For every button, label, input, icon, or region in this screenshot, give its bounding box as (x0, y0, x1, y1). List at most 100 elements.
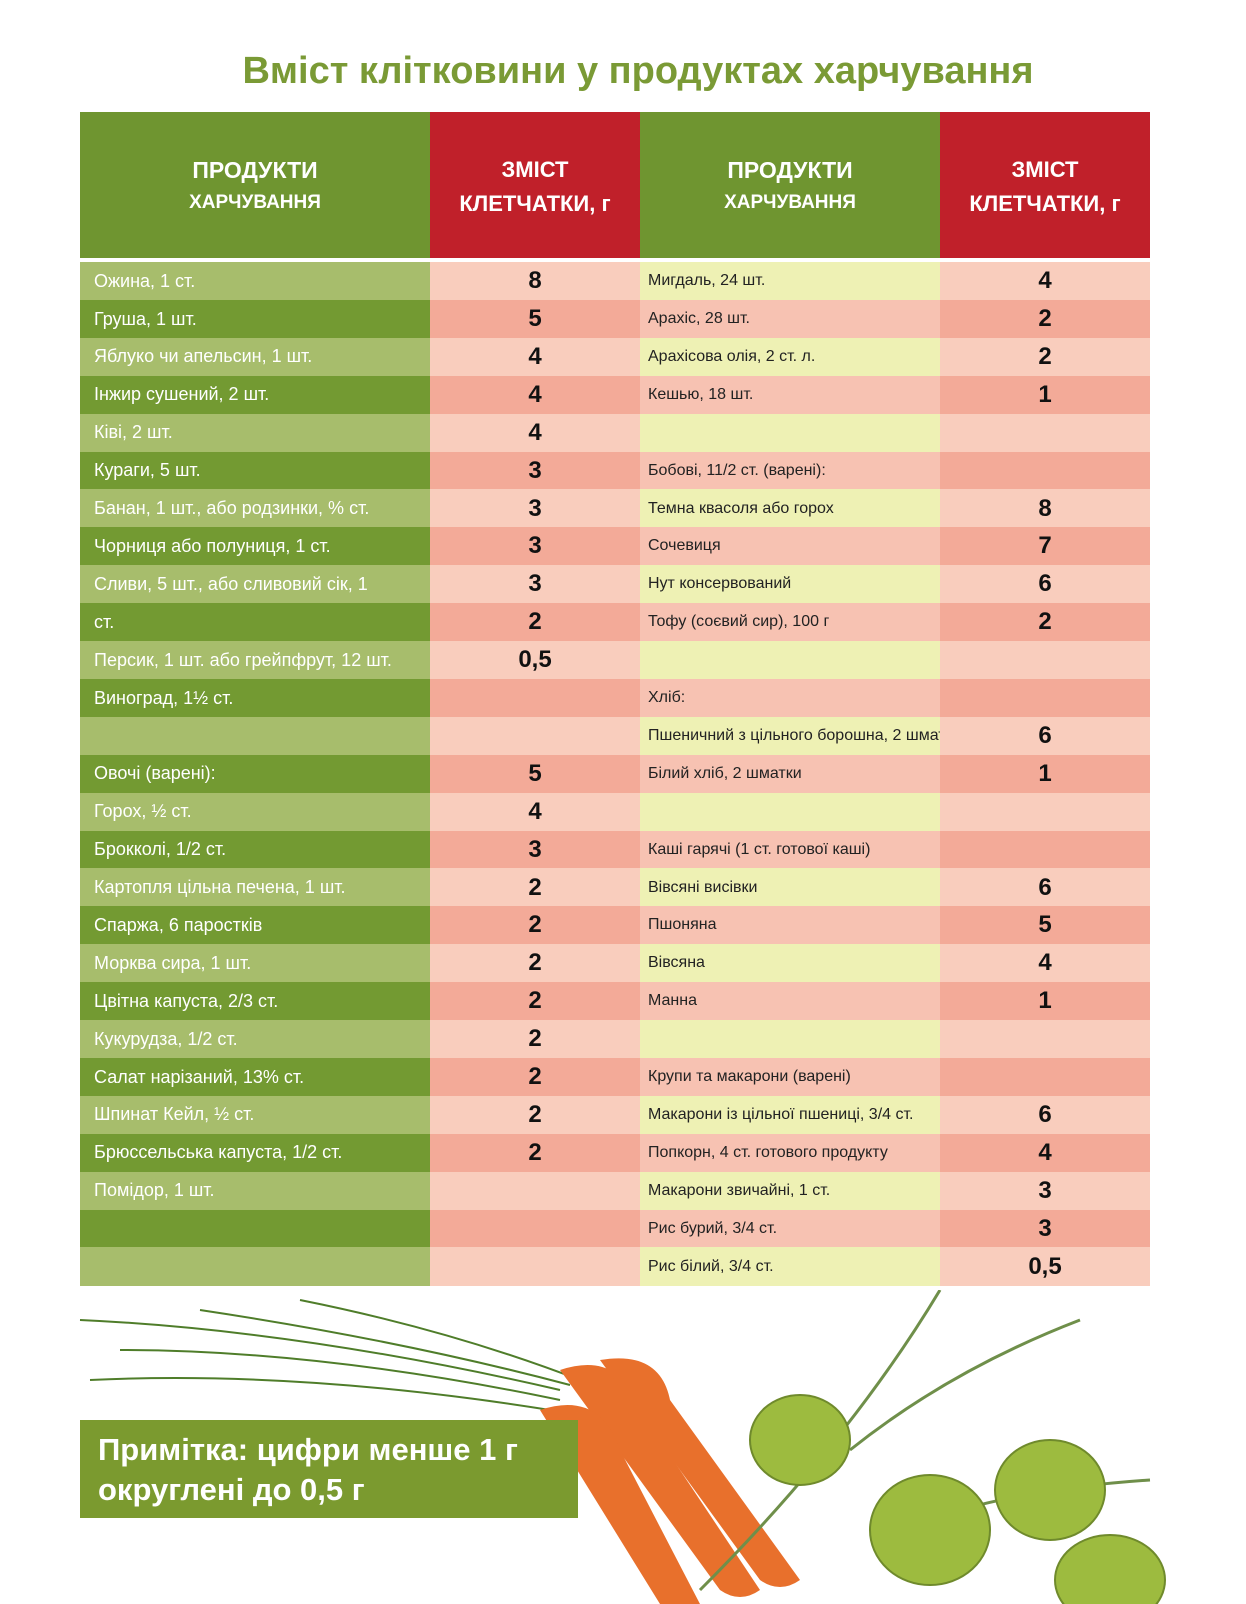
food-name (640, 792, 940, 831)
food-name: Кешью, 18 шт. (640, 375, 940, 415)
food-name: Арахісова олія, 2 ст. л. (640, 337, 940, 377)
food-name: Кураги, 5 шт. (80, 451, 430, 490)
header-cell: ПРОДУКТИ ХАРЧУВАННЯ (640, 112, 940, 258)
food-name: Брокколі, 1/2 ст. (80, 830, 430, 869)
fiber-value: 2 (430, 868, 640, 907)
header-text: КЛЕТЧАТКИ, г (969, 191, 1121, 216)
fiber-value (430, 1247, 640, 1286)
food-name: Персик, 1 шт. або грейпфрут, 12 шт. (80, 641, 430, 680)
food-name: Бобові, 11/2 ст. (варені): (640, 451, 940, 490)
food-name: Вівсяна (640, 944, 940, 983)
food-name: Помідор, 1 шт. (80, 1171, 430, 1210)
food-name (640, 641, 940, 680)
fiber-value: 2 (430, 906, 640, 945)
fiber-value: 4 (940, 944, 1150, 983)
fiber-value: 1 (940, 375, 1150, 415)
fiber-value (430, 1171, 640, 1210)
fiber-value (430, 716, 640, 756)
fiber-value: 3 (430, 565, 640, 604)
food-name: Попкорн, 4 ст. готового продукту (640, 1133, 940, 1173)
food-name: Хліб: (640, 678, 940, 718)
fiber-value (940, 792, 1150, 831)
food-name: Рис бурий, 3/4 ст. (640, 1209, 940, 1248)
fiber-value: 3 (430, 451, 640, 490)
food-name: Рис білий, 3/4 ст. (640, 1247, 940, 1286)
food-name: Сочевиця (640, 527, 940, 566)
food-name: ст. (80, 603, 430, 642)
fiber-value (940, 678, 1150, 718)
food-name: Темна квасоля або горох (640, 489, 940, 528)
food-name: Мигдаль, 24 шт. (640, 262, 940, 301)
food-name: Вівсяні висівки (640, 868, 940, 907)
fiber-value: 3 (940, 1209, 1150, 1248)
note: Примітка: цифри менше 1 г округлені до 0… (80, 1420, 578, 1518)
header-cell: ПРОДУКТИ ХАРЧУВАННЯ (80, 112, 430, 258)
header-text: КЛЕТЧАТКИ, г (459, 191, 611, 216)
fiber-value: 2 (430, 982, 640, 1021)
header-text: ПРОДУКТИ (727, 156, 853, 183)
food-name: Макарони із цільної пшениці, 3/4 ст. (640, 1095, 940, 1135)
fiber-value: 2 (430, 1057, 640, 1097)
title: Вміст клітковини у продуктах харчування (242, 50, 1034, 92)
fiber-value: 2 (940, 299, 1150, 339)
food-name: Тофу (соєвий сир), 100 г (640, 603, 940, 642)
fiber-value: 2 (940, 603, 1150, 642)
fiber-value: 1 (940, 754, 1150, 794)
header-cell: ЗМІСТ КЛЕТЧАТКИ, г (940, 112, 1150, 258)
header-text: ЗМІСТ (1011, 157, 1079, 182)
fiber-value (940, 451, 1150, 490)
fiber-value: 2 (430, 1133, 640, 1173)
food-name: Крупи та макарони (варені) (640, 1057, 940, 1097)
fiber-value (430, 1209, 640, 1248)
fiber-value: 6 (940, 716, 1150, 756)
fiber-value (940, 830, 1150, 869)
fiber-value: 2 (430, 603, 640, 642)
fiber-value: 3 (430, 830, 640, 869)
fiber-value: 0,5 (940, 1247, 1150, 1286)
food-name: Білий хліб, 2 шматки (640, 754, 940, 794)
fiber-value: 8 (940, 489, 1150, 528)
food-name: Пшеничний з цільного борошна, 2 шматки (640, 716, 940, 756)
header-text: ХАРЧУВАННЯ (724, 191, 856, 213)
food-name: Салат нарізаний, 13% ст. (80, 1057, 430, 1097)
food-name (640, 413, 940, 452)
fiber-value: 5 (940, 906, 1150, 945)
food-name (80, 716, 430, 756)
food-name: Виноград, 1½ ст. (80, 678, 430, 718)
food-name: Чорниця або полуниця, 1 ст. (80, 527, 430, 566)
food-name: Пшоняна (640, 906, 940, 945)
food-name: Спаржа, 6 паростків (80, 906, 430, 945)
food-name: Макарони звичайні, 1 ст. (640, 1171, 940, 1210)
fiber-value: 3 (940, 1171, 1150, 1210)
header-cell: ЗМІСТ КЛЕТЧАТКИ, г (430, 112, 640, 258)
food-name: Каші гарячі (1 ст. готової каші) (640, 830, 940, 869)
fiber-value: 3 (430, 527, 640, 566)
food-name: Груша, 1 шт. (80, 299, 430, 339)
header-text: ПРОДУКТИ (192, 156, 318, 183)
food-name: Ківі, 2 шт. (80, 413, 430, 452)
fiber-value (940, 413, 1150, 452)
food-name: Овочі (варені): (80, 754, 430, 794)
fiber-value: 0,5 (430, 641, 640, 680)
fiber-value: 6 (940, 868, 1150, 907)
fiber-value: 2 (430, 944, 640, 983)
fiber-value: 2 (940, 337, 1150, 377)
fiber-value: 5 (430, 299, 640, 339)
food-name: Нут консервований (640, 565, 940, 604)
food-name: Яблуко чи апельсин, 1 шт. (80, 337, 430, 377)
food-name: Манна (640, 982, 940, 1021)
header-text: ЗМІСТ (501, 157, 569, 182)
fiber-value: 4 (430, 413, 640, 452)
fiber-value (940, 1020, 1150, 1059)
food-name: Морква сира, 1 шт. (80, 944, 430, 983)
fiber-value: 2 (430, 1020, 640, 1059)
fiber-value (940, 1057, 1150, 1097)
food-name (80, 1247, 430, 1286)
fiber-value: 5 (430, 754, 640, 794)
food-name: Шпинат Кейл, ½ ст. (80, 1095, 430, 1135)
food-name: Горох, ½ ст. (80, 792, 430, 831)
fiber-value: 1 (940, 982, 1150, 1021)
food-name: Брюссельська капуста, 1/2 ст. (80, 1133, 430, 1173)
fiber-value: 4 (940, 262, 1150, 301)
